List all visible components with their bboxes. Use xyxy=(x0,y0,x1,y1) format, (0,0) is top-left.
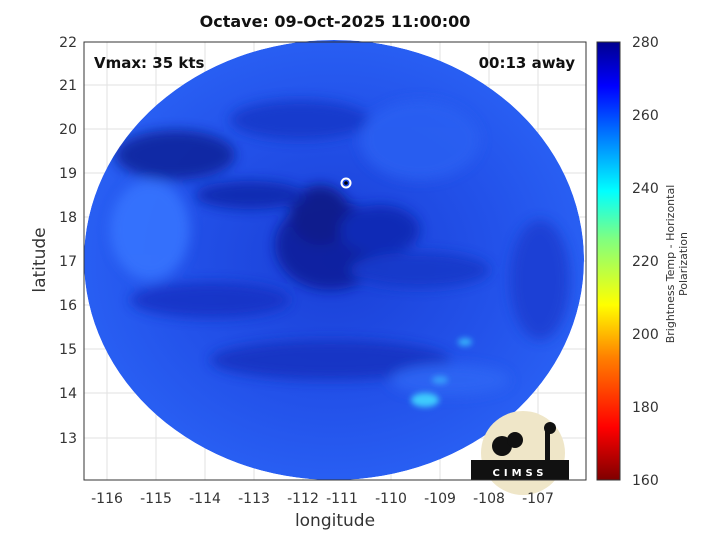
x-tick-label: -113 xyxy=(238,491,270,507)
plot-title: Octave: 09-Oct-2025 11:00:00 xyxy=(199,12,471,31)
y-tick-label: 15 xyxy=(59,342,77,358)
y-tick-label: 19 xyxy=(59,166,77,182)
colorbar-tick-label: 220 xyxy=(632,254,659,270)
x-tick-label: -109 xyxy=(424,491,456,507)
colorbar-tick-label: 200 xyxy=(632,327,659,343)
y-tick-label: 21 xyxy=(59,78,77,94)
colorbar-tick-label: 280 xyxy=(632,35,659,51)
storm-center-marker xyxy=(340,177,352,189)
x-tick-label: -111 xyxy=(326,491,358,507)
x-axis-label: longitude xyxy=(294,511,376,531)
colorbar-tick-label: 160 xyxy=(632,473,659,489)
y-tick-label: 13 xyxy=(59,431,77,447)
forecast-position-marker xyxy=(553,54,563,64)
y-axis-label: latitude xyxy=(30,227,50,293)
colorbar-tick-label: 240 xyxy=(632,181,659,197)
y-tick-label: 18 xyxy=(59,210,77,226)
colorbar-tick-label: 180 xyxy=(632,400,659,416)
y-tick-label: 20 xyxy=(59,122,77,138)
x-tick-label: -114 xyxy=(189,491,221,507)
x-tick-label: -115 xyxy=(140,491,172,507)
y-tick-label: 17 xyxy=(59,254,77,270)
y-tick-label: 14 xyxy=(59,386,77,402)
vmax-label: Vmax: 35 kts xyxy=(94,54,204,72)
plot-frame xyxy=(83,41,587,481)
x-axis: -116 -115 -114 -113 -112 -111 -110 -109 … xyxy=(91,491,554,507)
colorbar-ticks: 280 260 240 220 200 180 160 xyxy=(632,35,659,489)
cimss-logo: CIMSS xyxy=(471,411,569,495)
colorbar-label: Brightness Temp - Horizontal Polarizatio… xyxy=(664,184,690,344)
y-axis: 22 21 20 19 18 17 16 15 14 13 xyxy=(59,35,77,447)
colorbar-tick-label: 260 xyxy=(632,108,659,124)
cimss-logo-text: CIMSS xyxy=(493,468,548,479)
x-tick-label: -116 xyxy=(91,491,123,507)
x-tick-label: -110 xyxy=(375,491,407,507)
x-tick-label: -108 xyxy=(473,491,505,507)
x-tick-label: -112 xyxy=(287,491,319,507)
brightness-temperature-swath xyxy=(84,40,584,480)
y-tick-label: 16 xyxy=(59,298,77,314)
x-tick-label: -107 xyxy=(522,491,554,507)
colorbar xyxy=(596,41,621,481)
y-tick-label: 22 xyxy=(59,35,77,51)
time-offset-label: 00:13 away xyxy=(479,54,576,72)
